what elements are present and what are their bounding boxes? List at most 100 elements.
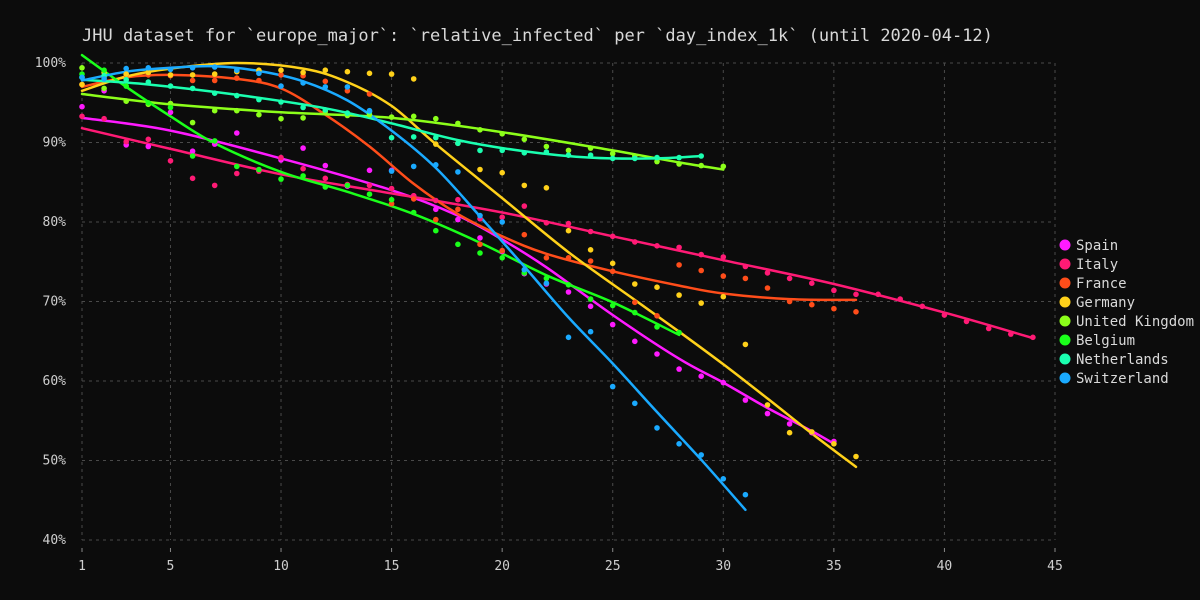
data-point bbox=[676, 441, 682, 447]
legend-label: Germany bbox=[1076, 295, 1135, 311]
data-point bbox=[609, 383, 616, 390]
data-point bbox=[543, 149, 550, 155]
fit-line-netherlands bbox=[80, 78, 703, 160]
data-point bbox=[455, 241, 461, 248]
data-point bbox=[145, 79, 152, 85]
data-point bbox=[101, 115, 107, 122]
data-point bbox=[565, 334, 572, 341]
data-point bbox=[388, 196, 395, 203]
data-point bbox=[189, 119, 196, 126]
data-point bbox=[79, 74, 85, 81]
data-point bbox=[477, 147, 483, 154]
data-point bbox=[278, 115, 284, 122]
data-point bbox=[499, 219, 506, 225]
data-point bbox=[123, 138, 129, 145]
fit-line-france bbox=[80, 73, 858, 302]
data-point bbox=[167, 100, 174, 107]
data-point bbox=[698, 373, 704, 380]
data-point bbox=[742, 397, 749, 403]
data-point bbox=[388, 185, 395, 192]
data-point bbox=[123, 65, 129, 72]
data-point bbox=[720, 254, 727, 260]
data-point bbox=[565, 254, 572, 261]
data-point bbox=[632, 281, 638, 287]
data-point bbox=[587, 258, 594, 264]
data-point bbox=[101, 76, 107, 82]
data-point bbox=[322, 162, 329, 169]
data-point bbox=[123, 83, 129, 89]
data-point bbox=[189, 77, 196, 84]
data-point bbox=[410, 76, 417, 82]
legend-label: France bbox=[1076, 276, 1127, 292]
data-point bbox=[300, 80, 306, 86]
data-point bbox=[676, 244, 682, 251]
data-point bbox=[433, 134, 439, 141]
data-point bbox=[609, 260, 616, 267]
y-tick-label: 100% bbox=[35, 56, 66, 71]
y-tick-label: 50% bbox=[43, 454, 67, 469]
data-point bbox=[609, 302, 616, 309]
x-tick-label: 35 bbox=[826, 559, 842, 574]
data-point bbox=[234, 170, 240, 177]
data-point bbox=[676, 366, 682, 372]
data-point bbox=[543, 220, 550, 226]
data-point bbox=[698, 153, 704, 159]
data-point bbox=[123, 71, 129, 77]
data-point bbox=[985, 325, 992, 332]
data-point bbox=[101, 67, 107, 73]
data-point bbox=[565, 147, 572, 154]
data-point bbox=[477, 212, 483, 219]
data-point bbox=[256, 111, 262, 118]
data-point bbox=[278, 154, 284, 161]
data-point bbox=[322, 107, 329, 113]
legend-swatch bbox=[1059, 334, 1071, 346]
y-tick-label: 90% bbox=[43, 136, 67, 151]
data-point bbox=[167, 104, 174, 111]
legend-swatch bbox=[1059, 315, 1071, 327]
data-point bbox=[455, 216, 461, 223]
x-tick-label: 5 bbox=[167, 559, 175, 574]
data-point bbox=[565, 220, 572, 227]
data-point bbox=[300, 165, 306, 172]
data-point bbox=[809, 429, 815, 435]
axes: 40%50%60%70%80%90%100%1 5 10 15 20 25 30 35 40 45 bbox=[35, 56, 1063, 574]
data-point bbox=[742, 491, 749, 498]
data-point bbox=[234, 163, 240, 170]
data-point bbox=[632, 400, 638, 407]
data-point bbox=[123, 98, 129, 104]
data-point bbox=[676, 154, 682, 161]
legend-label: Netherlands bbox=[1076, 352, 1169, 368]
data-point bbox=[676, 292, 682, 298]
data-point bbox=[587, 145, 594, 151]
data-point bbox=[654, 313, 660, 319]
data-point bbox=[477, 241, 483, 248]
data-point bbox=[189, 72, 196, 78]
data-point bbox=[963, 318, 970, 325]
data-point bbox=[145, 100, 152, 106]
data-point bbox=[587, 247, 594, 253]
fit-line-germany bbox=[80, 61, 858, 469]
data-point bbox=[632, 309, 638, 316]
data-point bbox=[1008, 331, 1014, 337]
data-point bbox=[676, 262, 682, 268]
x-tick-label: 40 bbox=[937, 559, 953, 574]
data-point bbox=[543, 143, 550, 150]
data-point bbox=[654, 243, 660, 249]
y-tick-label: 80% bbox=[43, 215, 67, 230]
series-points-switzerland bbox=[79, 64, 749, 498]
data-point bbox=[433, 115, 439, 122]
data-point bbox=[632, 299, 638, 306]
legend-label: Switzerland bbox=[1076, 371, 1169, 387]
data-point bbox=[211, 64, 218, 70]
data-point bbox=[764, 410, 771, 417]
data-point bbox=[720, 273, 727, 279]
data-point bbox=[831, 305, 837, 312]
data-point bbox=[809, 301, 815, 308]
data-point bbox=[211, 77, 218, 84]
data-point bbox=[654, 324, 660, 330]
data-point bbox=[543, 254, 550, 261]
data-point bbox=[366, 191, 373, 197]
data-point bbox=[609, 150, 616, 157]
